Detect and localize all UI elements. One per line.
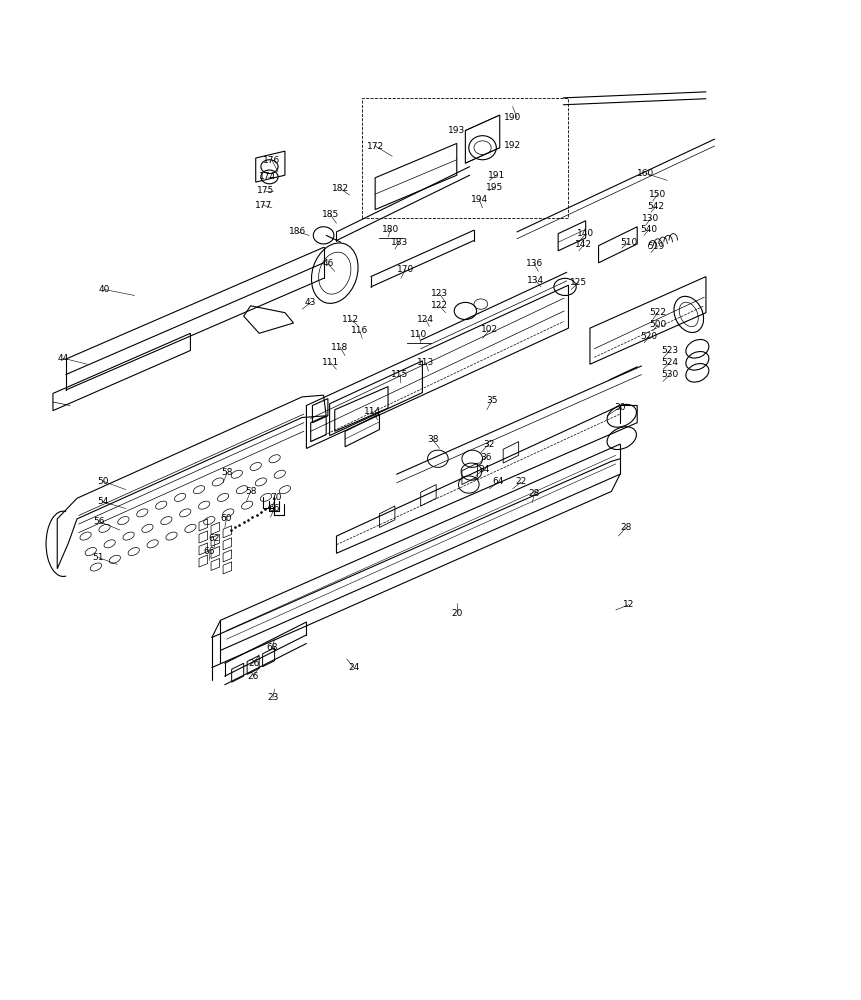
Text: 35: 35 <box>486 396 497 405</box>
Text: 113: 113 <box>417 358 434 367</box>
Text: 134: 134 <box>527 276 544 285</box>
Text: 140: 140 <box>576 229 593 238</box>
Text: 102: 102 <box>480 325 498 334</box>
Text: 175: 175 <box>257 186 274 195</box>
Text: 174: 174 <box>259 172 276 181</box>
Text: 60: 60 <box>220 514 232 523</box>
Text: 123: 123 <box>430 289 448 298</box>
Text: 58: 58 <box>245 487 256 496</box>
Text: 28: 28 <box>528 489 539 498</box>
Text: 192: 192 <box>504 141 521 150</box>
Text: 23: 23 <box>267 693 278 702</box>
Text: 51: 51 <box>93 553 104 562</box>
Text: 32: 32 <box>482 440 493 449</box>
Text: 115: 115 <box>391 370 408 379</box>
Text: 22: 22 <box>515 477 526 486</box>
Text: 118: 118 <box>331 343 348 352</box>
Text: 182: 182 <box>331 184 349 193</box>
Text: 191: 191 <box>487 171 505 180</box>
Text: 522: 522 <box>648 308 666 317</box>
Text: 44: 44 <box>58 354 69 363</box>
Text: 540: 540 <box>640 225 657 234</box>
Text: 180: 180 <box>381 225 399 234</box>
Text: 58: 58 <box>221 468 232 477</box>
Text: 183: 183 <box>390 238 407 247</box>
Text: 519: 519 <box>647 242 664 251</box>
Text: 54: 54 <box>97 497 108 506</box>
Text: 130: 130 <box>641 214 659 223</box>
Text: 193: 193 <box>448 126 465 135</box>
Text: 36: 36 <box>480 453 491 462</box>
Text: 150: 150 <box>648 190 666 199</box>
Text: 194: 194 <box>470 195 487 204</box>
Text: 112: 112 <box>341 315 358 324</box>
Text: 111: 111 <box>321 358 338 367</box>
Text: 524: 524 <box>660 358 678 367</box>
Text: 190: 190 <box>504 113 521 122</box>
Text: 176: 176 <box>263 156 281 165</box>
Text: 116: 116 <box>350 326 368 335</box>
Text: 40: 40 <box>99 285 110 294</box>
Text: 160: 160 <box>636 169 653 178</box>
Text: 177: 177 <box>255 201 272 210</box>
Text: 26: 26 <box>247 672 258 681</box>
Text: 500: 500 <box>648 320 666 329</box>
Text: 195: 195 <box>486 183 503 192</box>
Text: 38: 38 <box>426 435 438 444</box>
Text: 26: 26 <box>248 659 259 668</box>
Text: 125: 125 <box>570 278 586 287</box>
Text: 34: 34 <box>478 465 489 474</box>
Text: 542: 542 <box>647 202 664 211</box>
Text: 170: 170 <box>396 265 413 274</box>
Text: 142: 142 <box>575 240 592 249</box>
Text: 30: 30 <box>614 403 625 412</box>
Text: 124: 124 <box>417 315 434 324</box>
Text: 56: 56 <box>94 517 105 526</box>
Text: 12: 12 <box>623 600 634 609</box>
Text: 66: 66 <box>269 504 280 513</box>
Text: 186: 186 <box>288 227 307 236</box>
Text: 66: 66 <box>203 547 215 556</box>
Text: 510: 510 <box>619 238 636 247</box>
Text: 70: 70 <box>270 493 282 502</box>
Text: 24: 24 <box>348 663 359 672</box>
Text: 64: 64 <box>492 477 503 486</box>
Text: 110: 110 <box>410 330 427 339</box>
Text: 136: 136 <box>525 259 542 268</box>
Text: 68: 68 <box>266 643 277 652</box>
Text: 530: 530 <box>660 370 678 379</box>
Text: 62: 62 <box>208 534 220 543</box>
Text: 46: 46 <box>322 259 333 268</box>
Text: 520: 520 <box>640 332 657 341</box>
Text: 28: 28 <box>620 523 631 532</box>
Text: 20: 20 <box>450 609 462 618</box>
Text: 185: 185 <box>321 210 338 219</box>
Text: 43: 43 <box>305 298 316 307</box>
Text: 122: 122 <box>430 301 448 310</box>
Text: 50: 50 <box>97 477 108 486</box>
Text: 523: 523 <box>660 346 678 355</box>
Text: 172: 172 <box>366 142 383 151</box>
Text: 114: 114 <box>363 407 381 416</box>
